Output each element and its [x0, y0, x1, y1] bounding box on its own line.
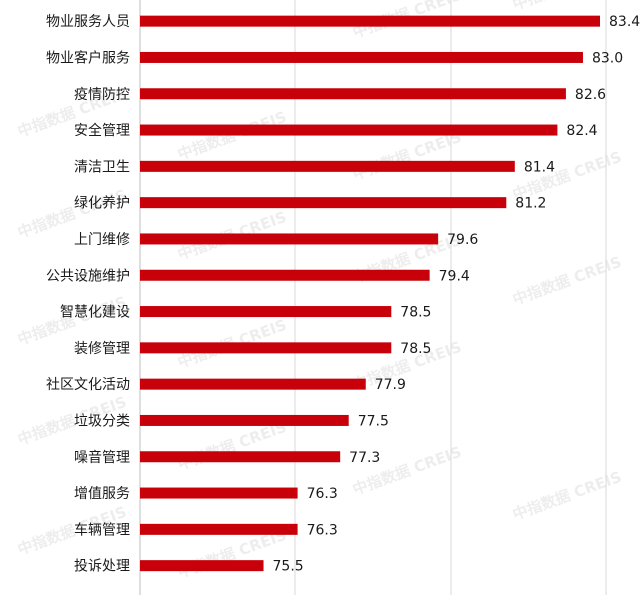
value-label: 78.5	[400, 305, 431, 321]
value-label: 79.4	[439, 268, 470, 284]
category-label: 社区文化活动	[46, 377, 130, 393]
watermark-text: 中指数据 CREIS	[510, 253, 624, 309]
category-label: 物业服务人员	[46, 14, 130, 30]
category-label: 安全管理	[74, 122, 130, 139]
value-label: 76.3	[307, 486, 338, 502]
bar	[140, 523, 298, 535]
category-label: 疫情防控	[74, 87, 130, 103]
value-label: 79.6	[447, 232, 478, 248]
bar	[140, 306, 392, 318]
bar-series	[140, 15, 600, 572]
bar	[140, 160, 515, 172]
value-label: 77.5	[358, 413, 389, 429]
category-label: 公共设施维护	[46, 268, 130, 284]
bar	[140, 414, 349, 426]
category-label: 绿化养护	[74, 196, 130, 212]
watermark-text: 中指数据 CREIS	[175, 108, 289, 164]
bar	[140, 269, 430, 281]
value-label: 81.4	[524, 159, 555, 175]
watermark-text: 中指数据 CREIS	[350, 128, 464, 184]
category-label: 物业客户服务	[46, 49, 130, 66]
value-label: 77.9	[375, 377, 406, 393]
value-label: 77.3	[349, 450, 380, 466]
value-label: 81.2	[515, 196, 546, 212]
value-labels: 83.4 83.0 82.6 82.4 81.4 81.2 79.6 79.4 78.5 78.5…	[273, 14, 641, 575]
watermark-text: 中指数据 CREIS	[175, 418, 289, 474]
bar	[140, 560, 264, 572]
bar	[140, 124, 558, 136]
category-label: 智慧化建设	[60, 305, 130, 321]
bar	[140, 197, 507, 209]
category-label: 车辆管理	[74, 521, 130, 538]
category-label: 增值服务	[74, 486, 130, 502]
category-label: 垃圾分类	[74, 413, 130, 429]
bar	[140, 233, 439, 245]
value-label: 82.6	[575, 87, 606, 103]
category-label: 噪音管理	[74, 449, 130, 466]
bar	[140, 487, 298, 499]
bar	[140, 342, 392, 354]
category-label: 装修管理	[74, 341, 130, 357]
value-label: 83.4	[609, 14, 640, 30]
value-label: 83.0	[592, 50, 623, 66]
bar	[140, 15, 600, 27]
value-label: 82.4	[566, 123, 597, 139]
watermark-text: 中指数据 CREIS	[510, 0, 624, 14]
category-label: 清洁卫生	[74, 159, 130, 175]
category-label: 上门维修	[74, 232, 130, 248]
category-label: 投诉处理	[74, 559, 130, 575]
bar	[140, 378, 366, 390]
bar	[140, 51, 583, 63]
bar	[140, 88, 566, 100]
value-label: 75.5	[273, 559, 304, 575]
value-label: 78.5	[400, 341, 431, 357]
watermark-text: 中指数据 CREIS	[510, 468, 624, 524]
category-labels: 物业服务人员物业客户服务疫情防控安全管理清洁卫生绿化养护上门维修公共设施维护智慧…	[46, 14, 130, 575]
bar	[140, 451, 341, 463]
value-label: 76.3	[307, 522, 338, 538]
